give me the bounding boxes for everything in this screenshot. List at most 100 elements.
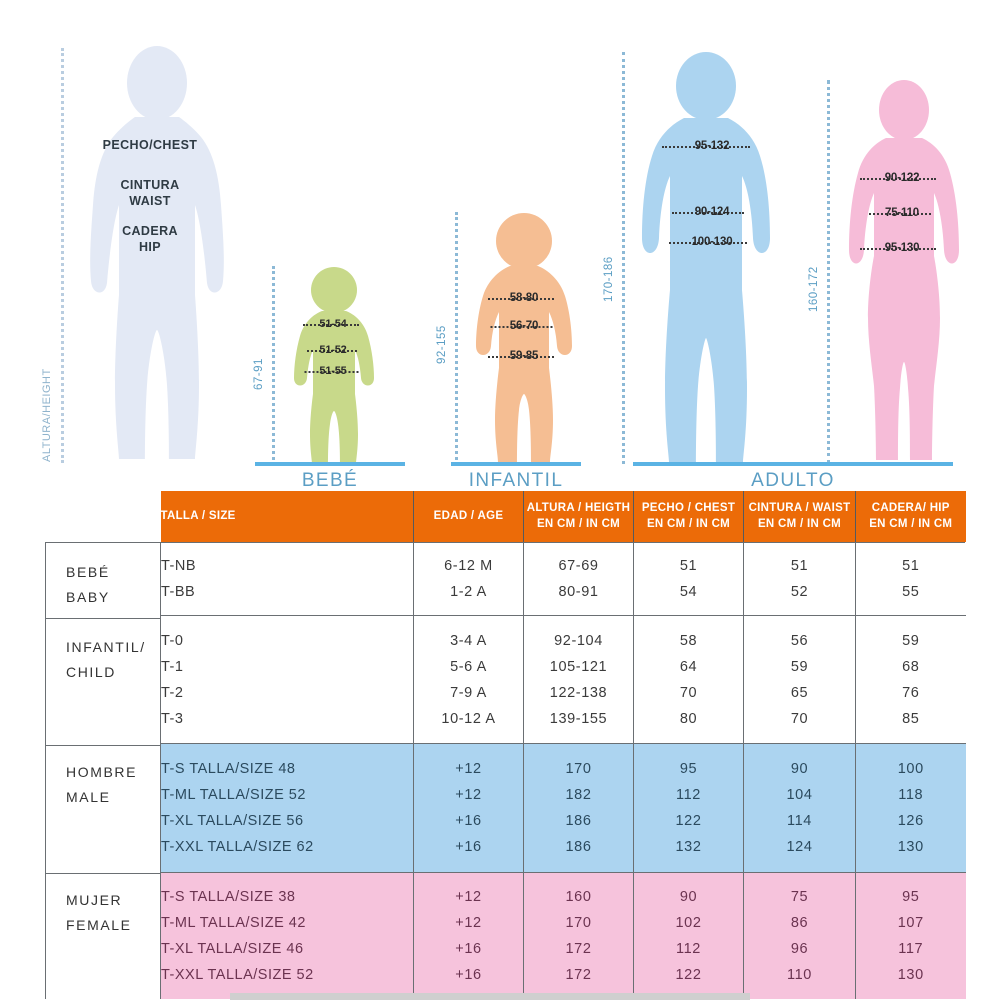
header-altura: ALTURA / HEIGTH EN CM / IN CM [523,491,634,542]
cell-chests-child: 58 64 70 80 [633,615,744,744]
table-row-child: T-0 T-1 T-2 T-3 3-4 A 5-6 A 7-9 A 10-12 … [160,615,966,744]
cell-waists-female: 75 86 96 110 [743,872,856,999]
adult-female-height-ruler [827,80,830,464]
size-value: T-0 [161,632,184,649]
header-cadera-sub: EN CM / IN CM [869,517,953,530]
category-cell-child-line2: CHILD [66,664,117,680]
legend-label-hip-line1: CADERA [122,224,178,238]
cell-hips-baby: 51 55 [855,542,966,616]
waist-value: 114 [787,813,812,829]
header-pecho: PECHO / CHEST EN CM / IN CM [633,491,744,542]
category-bar-child [451,462,581,466]
header-altura-main: ALTURA / HEIGTH [526,501,631,514]
hip-value: 76 [902,684,920,701]
cell-ages-female: +12 +12 +16 +16 [413,872,524,999]
cell-waists-male: 90 104 114 124 [743,743,856,873]
waist-value: 104 [786,787,813,803]
category-bar-adult [633,462,953,466]
table-row-female: T-S TALLA/SIZE 38 T-ML TALLA/SIZE 42 T-X… [160,872,966,999]
chest-value: 90 [679,889,698,905]
adult-female-figure [840,80,968,462]
category-cell-baby-line1: BEBÉ [66,564,110,580]
category-bar-baby [255,462,405,466]
height-value: 186 [565,813,592,829]
waist-value: 86 [790,915,809,931]
age-value: 3-4 A [450,632,487,649]
header-altura-sub: EN CM / IN CM [536,517,621,530]
adult-male-figure [632,52,780,464]
height-value: 67-69 [558,557,599,574]
height-value: 172 [565,941,592,957]
hip-value: 130 [897,967,924,983]
adult-female-height-label: 160-172 [808,266,820,312]
page-bottom-strip [230,993,750,1000]
size-value: T-ML TALLA/SIZE 52 [161,787,306,803]
age-value: 10-12 A [441,710,496,727]
size-value: T-ML TALLA/SIZE 42 [161,915,306,931]
waist-value: 124 [786,839,813,855]
cell-ages-male: +12 +12 +16 +16 [413,743,524,873]
header-cintura-main: CINTURA / WAIST [748,501,851,514]
chest-value: 51 [679,557,698,574]
adult-female-waist-measure: 75-110 [869,207,931,219]
height-value: 92-104 [554,632,603,649]
height-value: 122-138 [549,684,608,701]
cell-sizes-baby: T-NB T-BB [160,542,414,616]
cell-heights-baby: 67-69 80-91 [523,542,634,616]
cell-hips-female: 95 107 117 130 [855,872,966,999]
adult-male-height-label: 170-186 [603,256,615,302]
child-hip-measure: 59-85 [488,350,554,362]
cell-heights-male: 170 182 186 186 [523,743,634,873]
waist-value: 52 [790,583,809,600]
category-cell-male: HOMBRE MALE [66,760,137,810]
height-value: 186 [565,839,592,855]
legend-label-chest: PECHO/CHEST [102,138,198,152]
cell-sizes-male: T-S TALLA/SIZE 48 T-ML TALLA/SIZE 52 T-X… [160,743,414,873]
height-value: 105-121 [549,658,608,675]
adult-male-hip-measure: 100-130 [669,236,747,248]
cell-hips-male: 100 118 126 130 [855,743,966,873]
hip-value: 95 [902,889,920,905]
age-value: +12 [455,787,482,803]
header-pecho-sub: EN CM / IN CM [646,517,731,530]
baby-hip-measure: 51-55 [304,365,359,377]
cell-chests-female: 90 102 112 122 [633,872,744,999]
adult-female-chest-measure: 90-122 [860,172,936,184]
cell-sizes-child: T-0 T-1 T-2 T-3 [160,615,414,744]
chest-value: 54 [679,583,698,600]
header-cintura: CINTURA / WAIST EN CM / IN CM [743,491,856,542]
legend-body-figure [75,45,240,465]
size-value: T-2 [161,684,184,701]
cell-chests-male: 95 112 122 132 [633,743,744,873]
size-value: T-XXL TALLA/SIZE 52 [161,967,314,983]
cell-waists-child: 56 59 65 70 [743,615,856,744]
age-value: +12 [455,761,482,777]
child-height-ruler [455,212,458,466]
header-talla-main: TALLA / SIZE [160,509,236,522]
size-chart-table: TALLA / SIZE EDAD / AGE ALTURA / HEIGTH … [160,491,966,999]
age-value: +16 [455,967,482,983]
chest-value: 58 [679,632,698,649]
height-value: 80-91 [558,583,599,600]
age-value: +16 [455,813,482,829]
adult-male-waist-measure: 90-124 [672,206,744,218]
category-cell-child: INFANTIL/ CHILD [66,635,146,685]
age-value: +16 [455,941,482,957]
baby-height-ruler [272,266,275,466]
chest-value: 112 [676,787,701,803]
legend-label-hip-line2: HIP [138,240,162,254]
height-value: 160 [565,889,592,905]
header-cadera-main: CADERA/ HIP [871,501,950,514]
child-chest-measure: 58-80 [488,292,554,304]
page-right-margin [985,0,1000,1000]
size-value: T-BB [161,583,196,600]
age-value: 6-12 M [444,557,493,574]
chest-value: 80 [679,710,698,727]
size-value: T-S TALLA/SIZE 38 [161,889,296,905]
category-divider-3 [45,873,160,874]
header-edad-main: EDAD / AGE [433,509,504,522]
waist-value: 56 [790,632,809,649]
chest-value: 102 [675,915,702,931]
waist-value: 75 [790,889,809,905]
waist-value: 96 [790,941,809,957]
